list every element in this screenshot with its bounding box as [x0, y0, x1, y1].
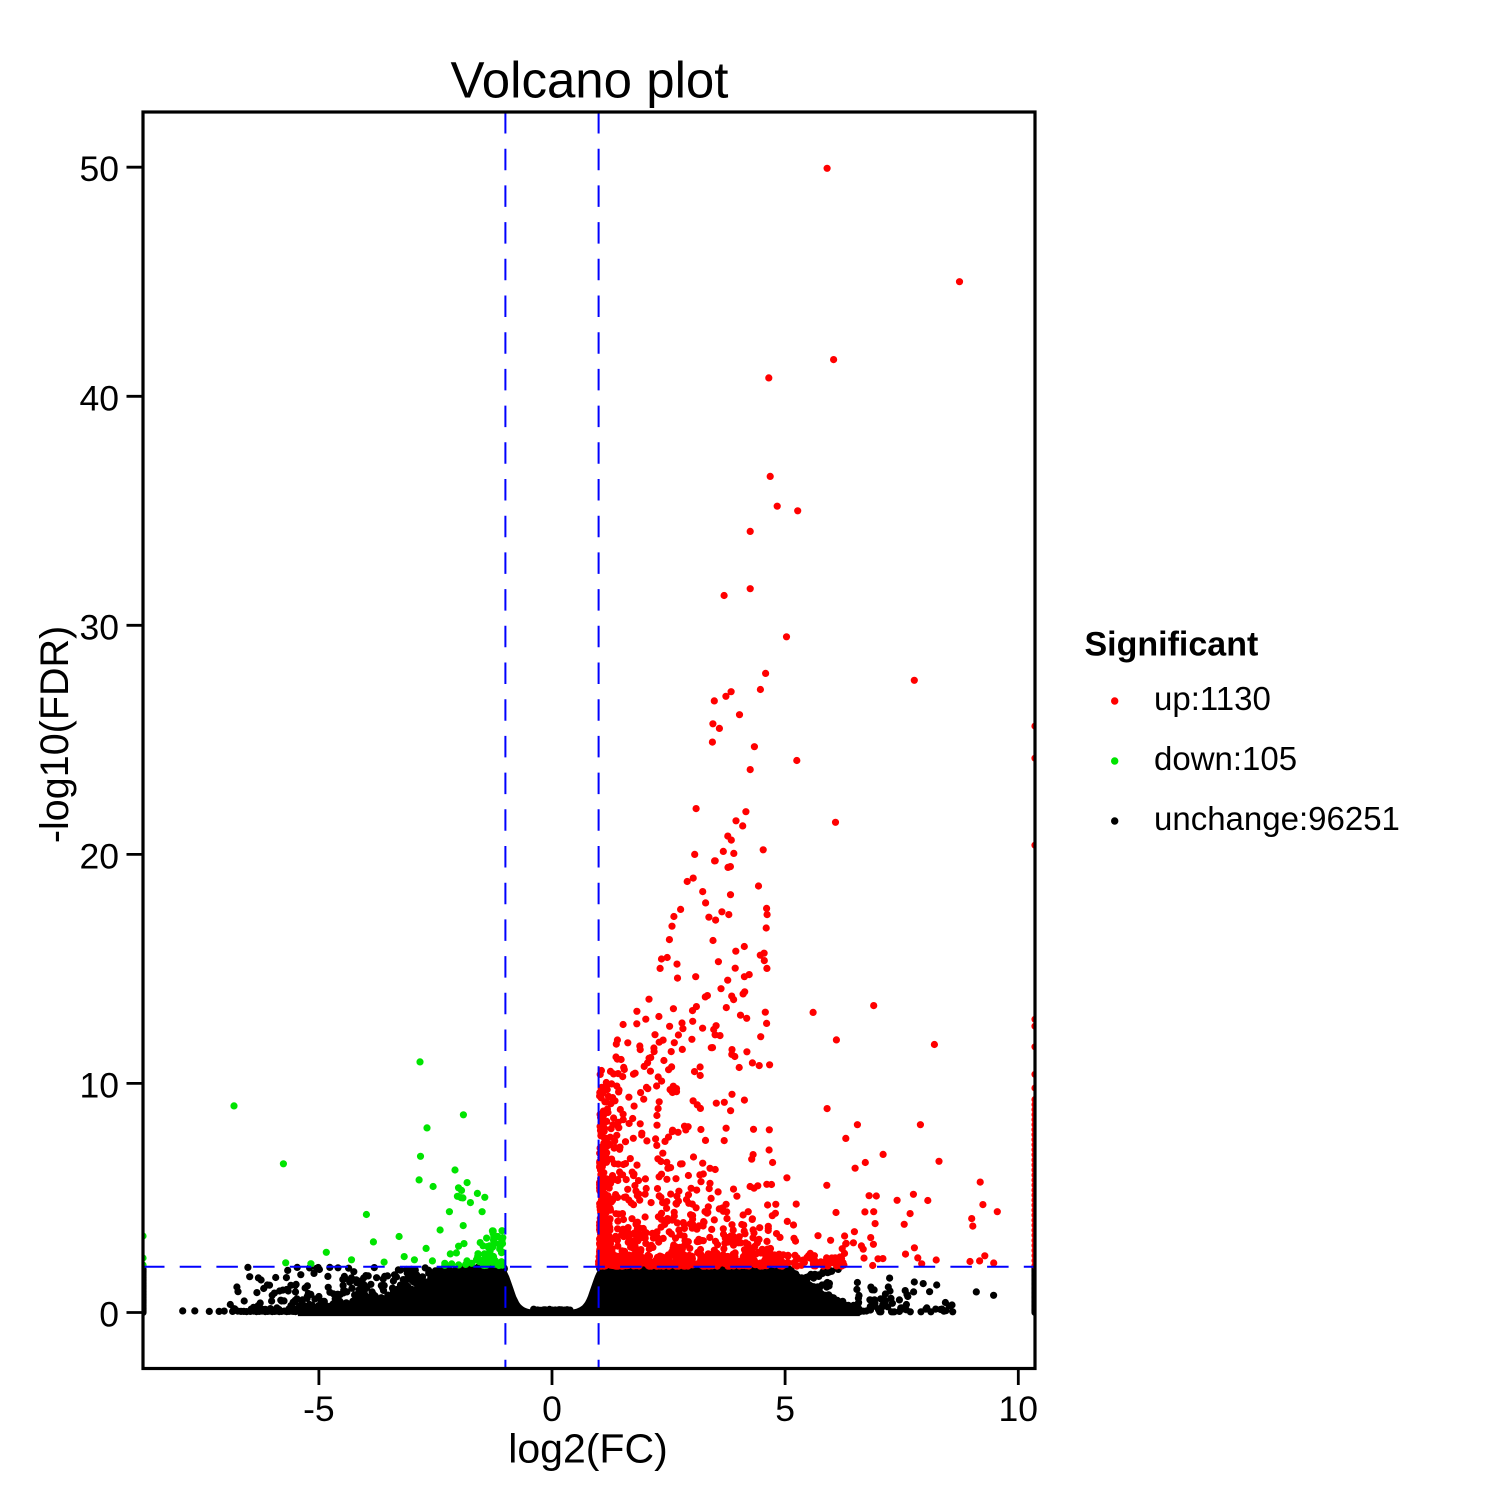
svg-text:-5: -5	[303, 1389, 335, 1429]
svg-text:20: 20	[80, 836, 120, 876]
svg-text:40: 40	[80, 378, 120, 418]
svg-text:10: 10	[80, 1065, 120, 1105]
svg-text:0: 0	[99, 1295, 119, 1335]
svg-text:-log10(FDR): -log10(FDR)	[33, 626, 77, 843]
svg-text:50: 50	[80, 149, 120, 189]
svg-text:log2(FC): log2(FC)	[508, 1426, 667, 1472]
svg-text:up:1130: up:1130	[1154, 680, 1271, 717]
svg-text:down:105: down:105	[1154, 740, 1297, 777]
svg-text:Significant: Significant	[1085, 626, 1259, 664]
svg-text:0: 0	[542, 1389, 562, 1429]
svg-text:5: 5	[775, 1389, 795, 1429]
svg-text:30: 30	[80, 607, 120, 647]
svg-text:Volcano plot: Volcano plot	[451, 52, 729, 109]
svg-text:10: 10	[999, 1389, 1039, 1429]
svg-text:unchange:96251: unchange:96251	[1154, 800, 1400, 837]
